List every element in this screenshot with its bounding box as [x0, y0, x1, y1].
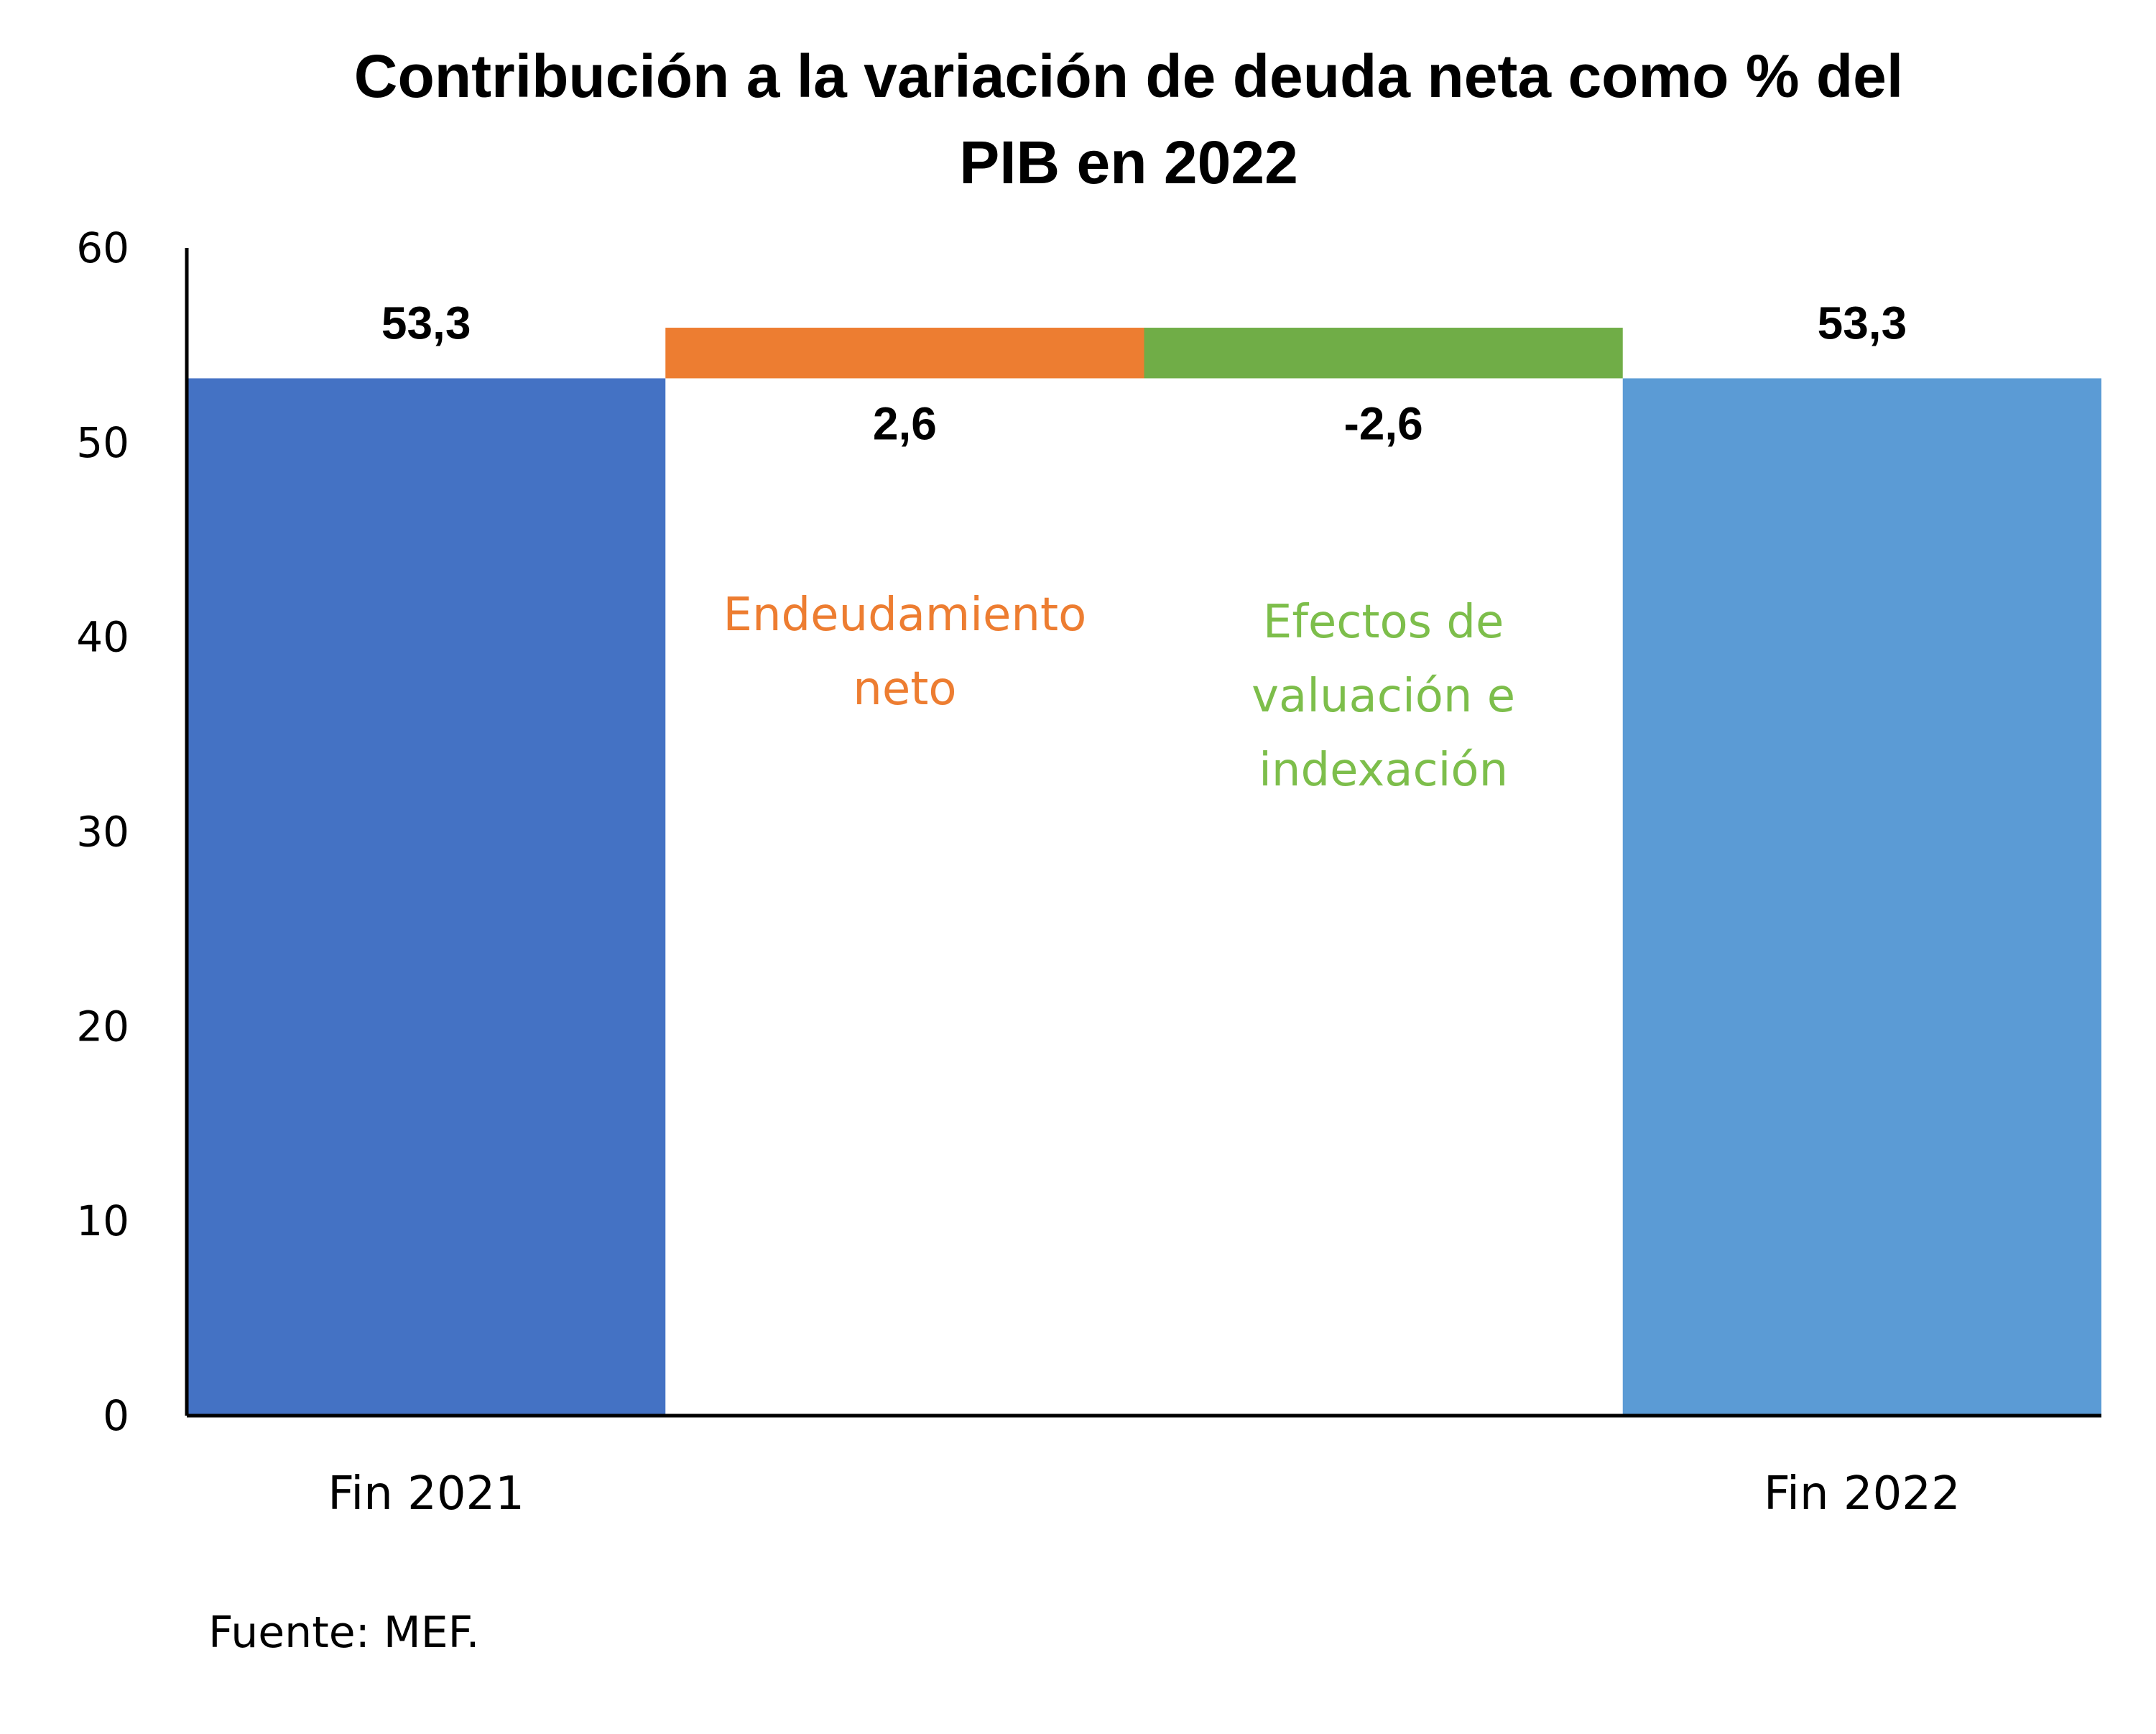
chart-title-line-1: Contribución a la variación de deuda net…: [354, 42, 1903, 110]
y-tick-label: 50: [76, 418, 129, 467]
source-note: Fuente: MEF.: [208, 1608, 480, 1658]
chart-title-line-2: PIB en 2022: [959, 129, 1298, 196]
y-tick-label: 60: [76, 223, 129, 272]
data-labels: 53,3 2,6 -2,6 53,3: [381, 297, 1907, 449]
y-tick-label: 0: [103, 1391, 129, 1440]
x-axis-categories: Fin 2021 Fin 2022: [328, 1467, 1960, 1521]
step-name-line: neto: [853, 663, 956, 716]
data-label: 2,6: [873, 397, 937, 449]
step-name-line: indexación: [1259, 744, 1508, 797]
y-axis-ticks: 0 10 20 30 40 50 60: [76, 223, 129, 1440]
data-label: 53,3: [1818, 297, 1907, 349]
bar-step-3: [1144, 328, 1623, 379]
step-name-line: valuación e: [1252, 670, 1515, 723]
y-tick-label: 10: [76, 1196, 129, 1245]
chart-title: Contribución a la variación de deuda net…: [354, 42, 1903, 196]
step-annotations: Endeudamiento neto Efectos de valuación e in…: [723, 589, 1516, 797]
data-label: 53,3: [381, 297, 471, 349]
y-tick-label: 20: [76, 1002, 129, 1051]
step-name-line: Efectos de: [1263, 596, 1504, 649]
step-name-line: Endeudamiento: [723, 589, 1087, 642]
bar-step-2: [665, 328, 1144, 379]
x-category-label: Fin 2021: [328, 1467, 524, 1521]
bar-step-1: [187, 378, 666, 1416]
bar-step-4: [1622, 378, 2101, 1416]
bars: [187, 328, 2101, 1416]
y-tick-label: 30: [76, 808, 129, 857]
y-tick-label: 40: [76, 613, 129, 662]
data-label: -2,6: [1343, 397, 1422, 449]
x-category-label: Fin 2022: [1764, 1467, 1961, 1521]
